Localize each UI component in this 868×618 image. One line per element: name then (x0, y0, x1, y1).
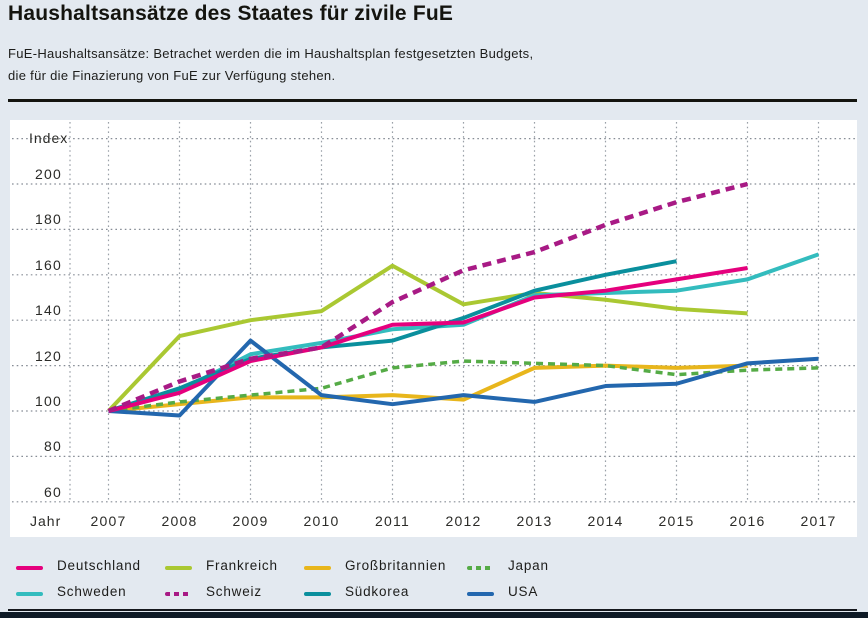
legend-swatch-schweiz (165, 592, 192, 596)
legend-swatch-schweden (16, 592, 43, 596)
x-tick-label: 2011 (375, 513, 410, 529)
chart-subtitle-line2: die für die Finazierung von FuE zur Verf… (8, 68, 336, 83)
y-tick-label: 60 (44, 483, 62, 500)
x-tick-label: 2012 (445, 513, 482, 529)
y-tick-label: 200 (35, 166, 62, 182)
legend-label: Frankreich (206, 558, 278, 573)
y-tick-label: 80 (44, 438, 62, 455)
footer-bar (0, 612, 868, 618)
x-tick-label: 2013 (516, 513, 553, 529)
chart-subtitle-line1: FuE-Haushaltsansätze: Betrachet werden d… (8, 46, 534, 61)
y-tick-label: 100 (35, 393, 62, 409)
y-tick-label: 160 (35, 256, 62, 273)
legend-swatch-japan (467, 566, 494, 570)
x-tick-label: 2014 (587, 513, 624, 529)
x-tick-label: 2008 (161, 513, 198, 529)
y-tick-label: 140 (35, 302, 62, 319)
legend-label: Japan (508, 558, 549, 573)
chart-panel (10, 120, 857, 537)
y-tick-label: 180 (35, 211, 62, 228)
x-tick-label: 2009 (232, 513, 269, 529)
page-title: Haushaltsansätze des Staates für zivile … (8, 2, 454, 25)
legend-label: USA (508, 584, 539, 599)
x-axis-title: Jahr (30, 513, 62, 529)
legend-label: Schweden (57, 584, 127, 599)
legend-swatch-südkorea (304, 592, 331, 596)
x-tick-label: 2007 (90, 513, 127, 529)
legend-swatch-großbritannien (304, 566, 331, 570)
y-tick-label: 120 (35, 347, 62, 364)
top-divider-rule (8, 99, 857, 102)
legend-label: Großbritannien (345, 558, 447, 573)
legend-swatch-usa (467, 592, 494, 596)
x-tick-label: 2015 (658, 513, 695, 529)
legend-label: Südkorea (345, 584, 410, 599)
bottom-divider-rule (8, 609, 857, 611)
y-axis-title: Index (29, 130, 69, 146)
x-tick-label: 2010 (303, 513, 340, 529)
x-tick-label: 2016 (729, 513, 766, 529)
legend-label: Deutschland (57, 558, 141, 573)
x-tick-label: 2017 (800, 513, 837, 529)
legend-swatch-deutschland (16, 566, 43, 570)
legend-swatch-frankreich (165, 566, 192, 570)
legend-label: Schweiz (206, 584, 262, 599)
